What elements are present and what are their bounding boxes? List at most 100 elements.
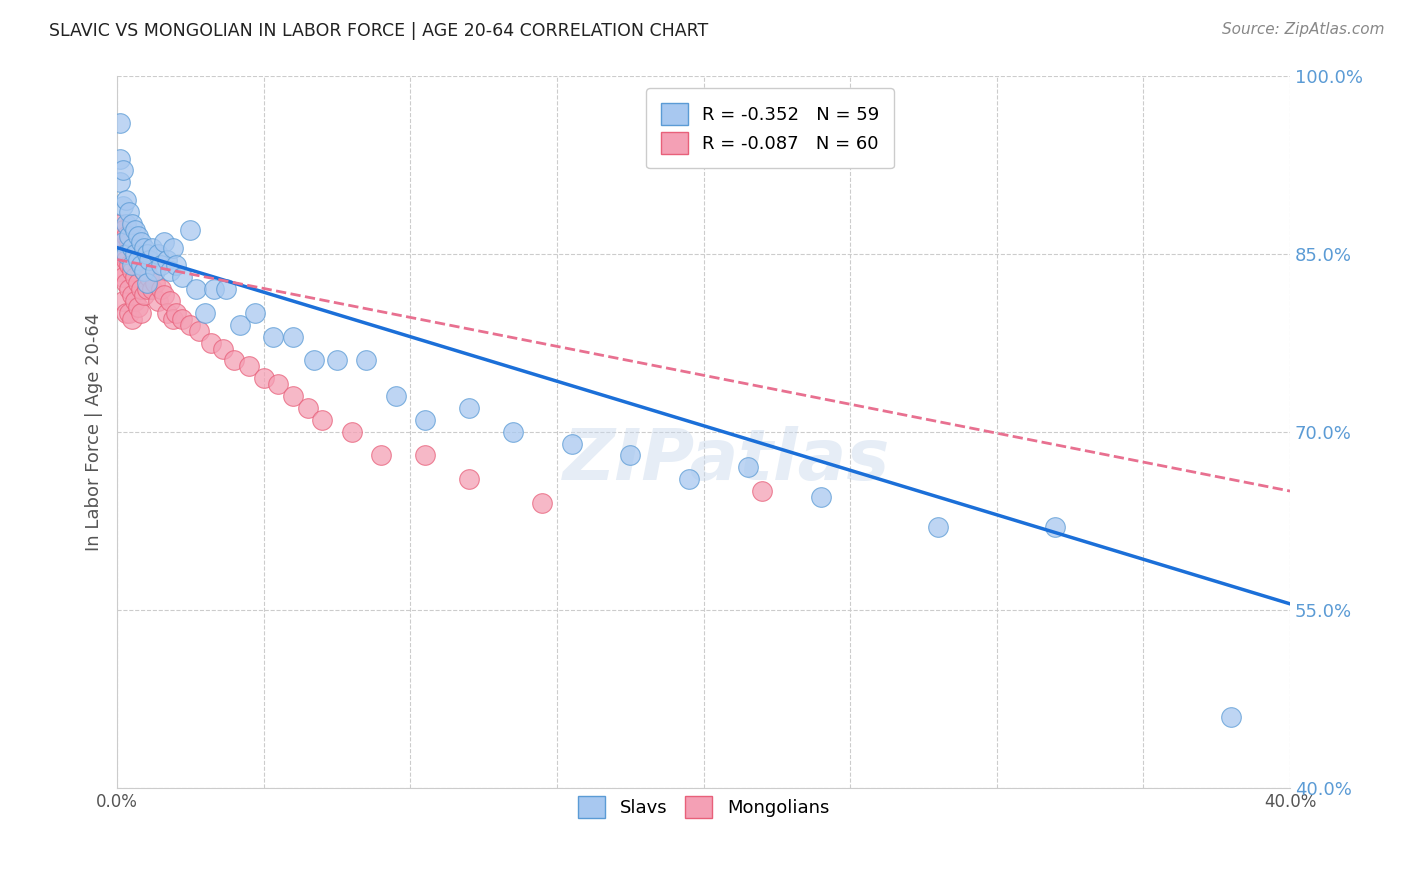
Point <box>927 519 949 533</box>
Point <box>132 264 155 278</box>
Point <box>141 282 163 296</box>
Point <box>124 246 146 260</box>
Point <box>143 277 166 291</box>
Point <box>132 288 155 302</box>
Point <box>215 282 238 296</box>
Point <box>186 282 208 296</box>
Point <box>135 282 157 296</box>
Point <box>262 329 284 343</box>
Point <box>340 425 363 439</box>
Point <box>112 163 135 178</box>
Point <box>1220 709 1243 723</box>
Point <box>132 264 155 278</box>
Point <box>124 246 146 260</box>
Point <box>211 342 233 356</box>
Point <box>141 241 163 255</box>
Text: ZIPatlas: ZIPatlas <box>564 425 891 495</box>
Point <box>281 329 304 343</box>
Point <box>138 252 160 267</box>
Point <box>121 312 143 326</box>
Point <box>202 282 225 296</box>
Point <box>159 264 181 278</box>
Point <box>458 472 481 486</box>
Point <box>156 306 179 320</box>
Point <box>1045 519 1067 533</box>
Point <box>127 252 149 267</box>
Point <box>170 270 193 285</box>
Point <box>108 175 131 189</box>
Point <box>127 228 149 243</box>
Point <box>619 449 641 463</box>
Point <box>224 353 246 368</box>
Point <box>135 259 157 273</box>
Point <box>678 472 700 486</box>
Point <box>561 436 583 450</box>
Point <box>112 199 135 213</box>
Point <box>737 460 759 475</box>
Point <box>356 353 378 368</box>
Point <box>156 252 179 267</box>
Point <box>153 235 176 249</box>
Point <box>253 371 276 385</box>
Point <box>170 312 193 326</box>
Point <box>188 324 211 338</box>
Point <box>148 246 170 260</box>
Point <box>165 306 187 320</box>
Text: Source: ZipAtlas.com: Source: ZipAtlas.com <box>1222 22 1385 37</box>
Point <box>127 252 149 267</box>
Point <box>413 413 436 427</box>
Point <box>127 300 149 314</box>
Point <box>121 241 143 255</box>
Point <box>200 335 222 350</box>
Point <box>135 277 157 291</box>
Point <box>118 235 141 249</box>
Point <box>179 318 201 332</box>
Point <box>150 282 173 296</box>
Point <box>115 252 138 267</box>
Legend: Slavs, Mongolians: Slavs, Mongolians <box>571 789 837 825</box>
Point <box>121 241 143 255</box>
Point <box>121 288 143 302</box>
Point <box>162 241 184 255</box>
Point <box>112 223 135 237</box>
Point <box>267 377 290 392</box>
Point <box>148 294 170 309</box>
Point <box>115 277 138 291</box>
Point <box>229 318 252 332</box>
Point <box>370 449 392 463</box>
Point <box>143 264 166 278</box>
Point <box>138 270 160 285</box>
Point <box>165 259 187 273</box>
Point <box>194 306 217 320</box>
Point <box>108 241 131 255</box>
Point <box>124 294 146 309</box>
Point <box>121 217 143 231</box>
Point <box>162 312 184 326</box>
Point <box>132 241 155 255</box>
Point <box>384 389 406 403</box>
Point <box>281 389 304 403</box>
Point <box>115 217 138 231</box>
Point <box>150 259 173 273</box>
Point <box>115 228 138 243</box>
Point <box>121 264 143 278</box>
Y-axis label: In Labor Force | Age 20-64: In Labor Force | Age 20-64 <box>86 312 103 551</box>
Point <box>502 425 524 439</box>
Point <box>129 306 152 320</box>
Point <box>121 259 143 273</box>
Point <box>108 152 131 166</box>
Point <box>115 246 138 260</box>
Point <box>179 223 201 237</box>
Point <box>118 306 141 320</box>
Point <box>108 116 131 130</box>
Point <box>115 193 138 207</box>
Point <box>311 413 333 427</box>
Point <box>238 359 260 374</box>
Point <box>124 223 146 237</box>
Point <box>129 259 152 273</box>
Point <box>118 228 141 243</box>
Point <box>124 270 146 285</box>
Text: SLAVIC VS MONGOLIAN IN LABOR FORCE | AGE 20-64 CORRELATION CHART: SLAVIC VS MONGOLIAN IN LABOR FORCE | AGE… <box>49 22 709 40</box>
Point <box>129 235 152 249</box>
Point <box>108 264 131 278</box>
